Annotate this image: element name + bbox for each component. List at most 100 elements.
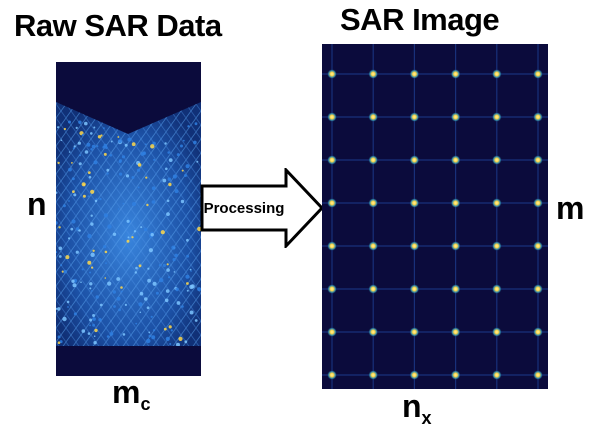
raw-col-axis-subscript: c (140, 394, 151, 414)
point-target (368, 284, 379, 294)
raw-speckle (106, 335, 110, 338)
point-target (491, 370, 502, 380)
raw-speckle (99, 197, 102, 201)
raw-speckle (103, 213, 108, 218)
raw-speckle (122, 202, 125, 205)
raw-speckle-layer (56, 120, 201, 347)
raw-speckle (113, 305, 116, 308)
raw-speckle (58, 226, 61, 229)
raw-speckle (75, 250, 79, 254)
point-target (327, 327, 337, 337)
raw-speckle (153, 329, 156, 332)
raw-speckle (99, 303, 103, 307)
raw-speckle (186, 289, 189, 292)
raw-speckle (187, 125, 190, 128)
raw-speckle (152, 281, 157, 286)
raw-speckle (166, 263, 169, 266)
raw-speckle (150, 144, 155, 149)
raw-speckle (105, 262, 107, 265)
point-target (533, 112, 543, 122)
raw-speckle (166, 212, 170, 217)
raw-speckle (84, 121, 88, 126)
raw-speckle (148, 248, 153, 253)
raw-speckle (165, 336, 170, 341)
raw-speckle (91, 144, 96, 149)
point-target (409, 284, 420, 294)
point-target (491, 284, 502, 294)
raw-speckle (172, 174, 177, 179)
raw-speckle (93, 341, 97, 345)
raw-speckle (110, 330, 113, 333)
raw-speckle (150, 315, 153, 318)
point-target (327, 112, 337, 122)
raw-speckle (181, 305, 184, 308)
raw-speckle (145, 176, 148, 179)
raw-speckle (139, 291, 144, 296)
raw-speckle (72, 283, 77, 288)
raw-speckle (118, 308, 121, 312)
point-target (533, 69, 543, 79)
raw-speckle (151, 186, 156, 191)
raw-speckle (82, 194, 86, 198)
raw-speckle (131, 142, 136, 147)
point-target (409, 112, 420, 122)
raw-speckle (125, 174, 130, 178)
raw-speckle (56, 251, 58, 254)
raw-speckle (106, 168, 110, 172)
point-target (368, 112, 379, 122)
raw-speckle (87, 332, 91, 335)
raw-speckle (148, 331, 151, 334)
raw-speckle (58, 255, 62, 258)
raw-speckle (139, 311, 142, 314)
raw-speckle (196, 160, 199, 163)
raw-speckle (167, 177, 171, 181)
raw-speckle (167, 151, 170, 154)
raw-speckle (57, 341, 61, 345)
raw-speckle (138, 264, 142, 268)
raw-speckle (57, 335, 61, 339)
raw-speckle (81, 182, 86, 187)
raw-speckle (89, 287, 92, 290)
raw-speckle (56, 191, 58, 194)
point-target (368, 370, 379, 380)
raw-speckle (73, 312, 77, 316)
raw-speckle (88, 175, 92, 179)
point-target (533, 284, 543, 294)
raw-speckle (78, 162, 82, 166)
raw-speckle (147, 267, 150, 270)
raw-speckle (124, 143, 128, 147)
raw-sar-data-panel (56, 62, 201, 376)
point-target (368, 198, 379, 208)
raw-speckle (103, 127, 105, 130)
raw-col-axis-label: mc (112, 374, 151, 414)
raw-speckle (176, 153, 180, 157)
point-target (368, 155, 379, 165)
raw-speckle (73, 193, 77, 197)
raw-speckle (118, 160, 122, 164)
point-target (491, 112, 502, 122)
raw-speckle (79, 154, 82, 157)
point-target (533, 327, 543, 337)
raw-speckle (56, 307, 58, 310)
raw-speckle (164, 142, 167, 145)
raw-speckle (117, 208, 120, 210)
point-target (533, 198, 543, 208)
raw-speckle (63, 127, 66, 131)
raw-speckle (135, 266, 138, 270)
raw-speckle (197, 226, 201, 232)
raw-speckle (89, 282, 93, 286)
sar-image-panel (322, 44, 548, 389)
raw-speckle (166, 268, 170, 272)
raw-speckle (137, 163, 142, 167)
raw-speckle (87, 171, 91, 174)
point-target (409, 327, 420, 337)
raw-speckle (116, 277, 121, 281)
raw-speckle (194, 122, 198, 126)
raw-speckle (119, 172, 123, 176)
raw-speckle (153, 158, 156, 161)
point-target (409, 155, 420, 165)
point-target (533, 155, 543, 165)
raw-speckle (137, 168, 141, 172)
raw-speckle (105, 146, 108, 149)
raw-speckle (168, 276, 171, 279)
